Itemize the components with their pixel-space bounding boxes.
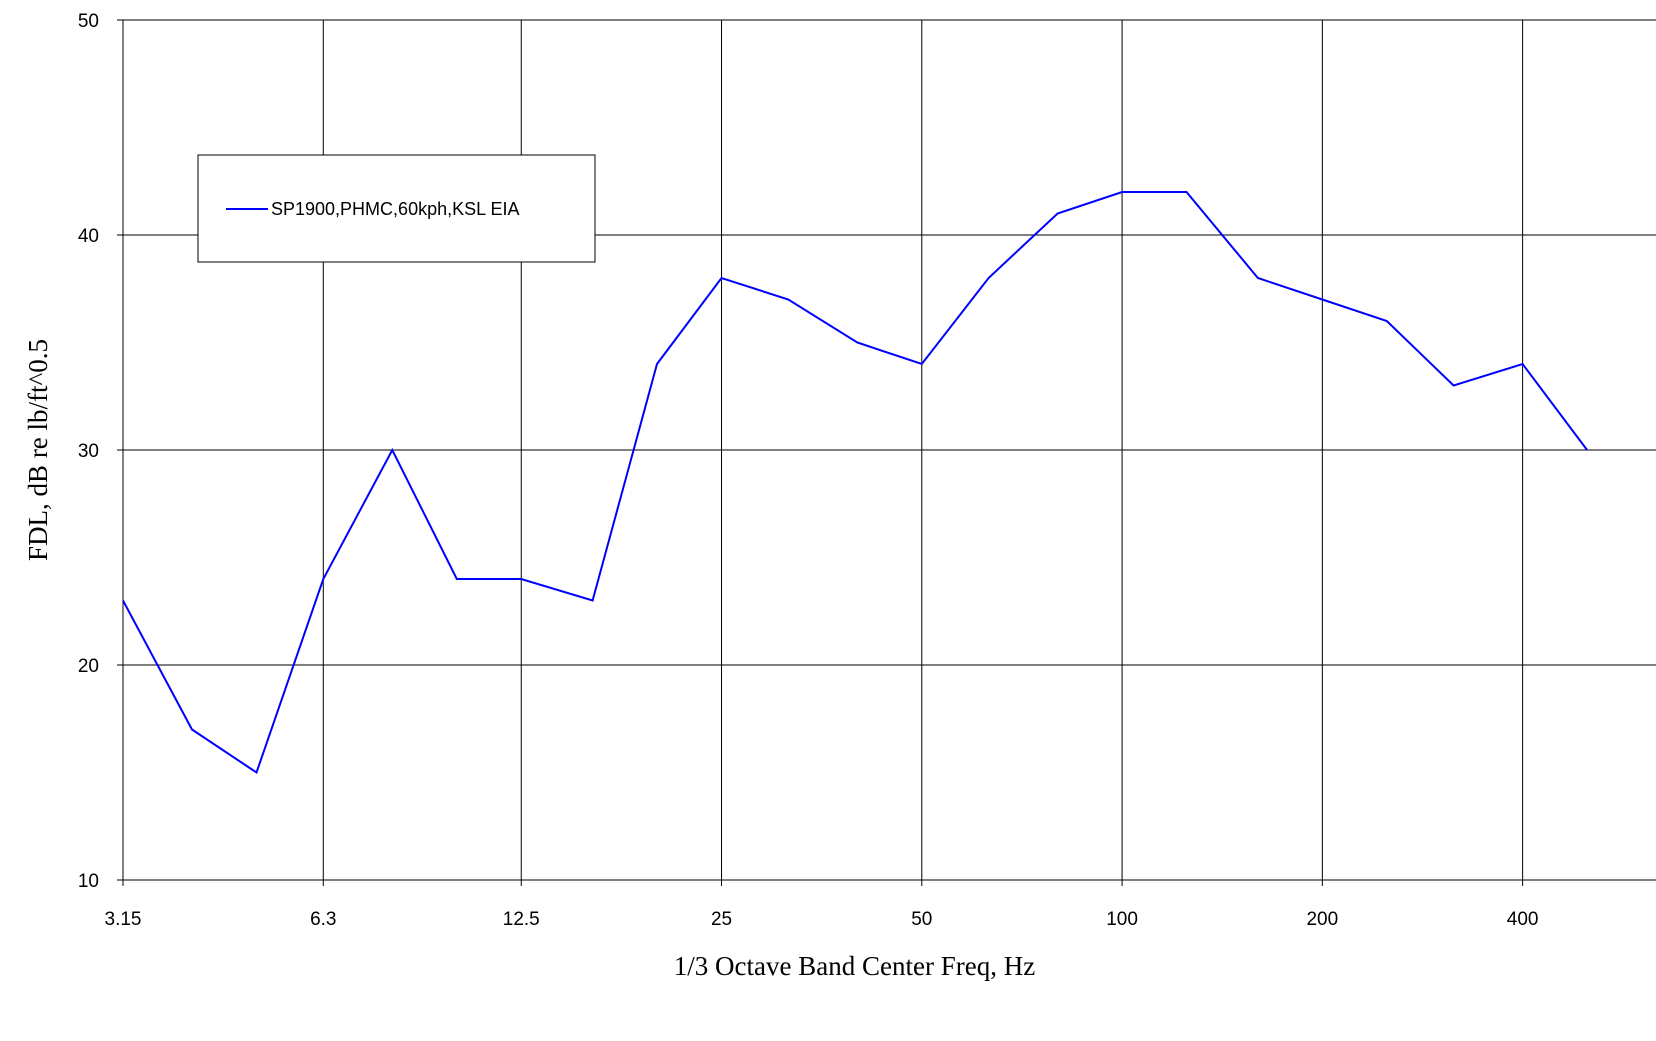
x-axis-title: 1/3 Octave Band Center Freq, Hz (674, 951, 1035, 981)
x-tick-label: 6.3 (310, 909, 336, 930)
y-tick-label: 50 (78, 11, 99, 32)
y-tick-label: 10 (78, 871, 99, 892)
grid (123, 19, 1656, 880)
x-tick-label: 400 (1507, 909, 1539, 930)
x-tick-label: 25 (711, 909, 732, 930)
legend-label: SP1900,PHMC,60kph,KSL EIA (271, 199, 519, 219)
x-tick-label: 50 (911, 909, 932, 930)
x-tick-label: 12.5 (503, 909, 540, 930)
x-tick-label: 3.15 (105, 909, 142, 930)
y-tick-label: 30 (78, 441, 99, 462)
y-tick-label: 40 (78, 226, 99, 247)
series-layer (123, 191, 1588, 775)
legend: SP1900,PHMC,60kph,KSL EIA (197, 154, 596, 263)
y-axis-title: FDL, dB re lb/ft^0.5 (23, 339, 53, 561)
tick-labels: 10 20 30 40 50 3.15 6.3 12.5 25 50 100 200 400 (78, 11, 1539, 930)
x-tick-label: 100 (1106, 909, 1138, 930)
y-tick-label: 20 (78, 656, 99, 677)
x-tick-label: 200 (1306, 909, 1338, 930)
series-line (123, 191, 1588, 775)
axes (117, 19, 1656, 886)
